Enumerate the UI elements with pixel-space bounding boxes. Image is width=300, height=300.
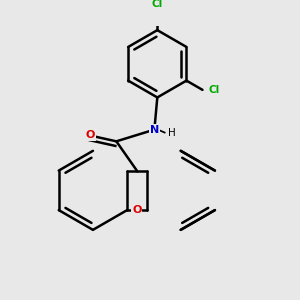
Text: N: N [150,124,159,135]
Text: H: H [168,128,175,138]
Text: O: O [85,130,95,140]
Text: O: O [132,205,142,215]
Text: Cl: Cl [152,0,163,9]
Text: Cl: Cl [208,85,220,95]
